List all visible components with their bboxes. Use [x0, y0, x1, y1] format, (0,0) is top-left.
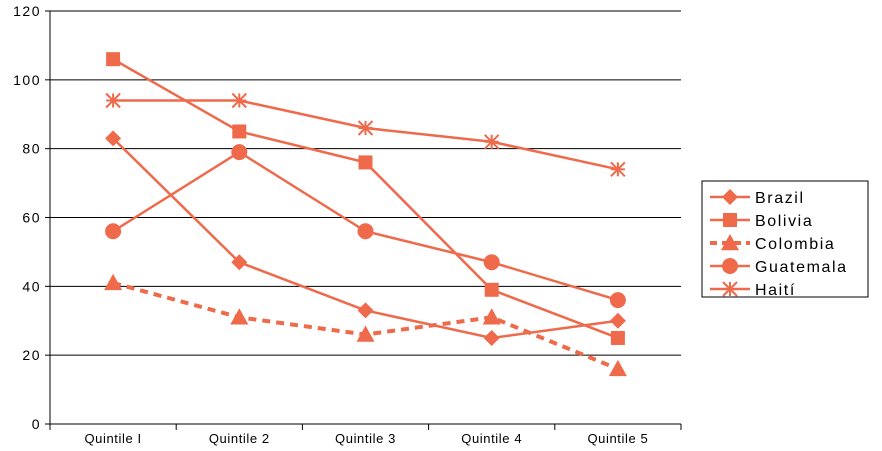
x-tick-labels: Quintile I Quintile 2 Quintile 3 Quintile 4… — [49, 424, 682, 446]
data-point — [230, 308, 249, 325]
x-tick-label: Quintile 3 — [335, 431, 396, 446]
data-point — [483, 134, 500, 150]
y-tick-label: 60 — [22, 210, 41, 226]
x-tick-label: Quintile I — [84, 431, 141, 446]
legend-label: Brazil — [755, 190, 805, 207]
legend-marker — [723, 213, 737, 227]
x-tick-label: Quintile 5 — [587, 431, 648, 446]
data-point — [482, 308, 501, 325]
data-point — [231, 144, 248, 161]
data-point — [609, 292, 626, 309]
data-point — [357, 120, 374, 136]
y-tick-label: 20 — [22, 347, 41, 363]
data-point — [357, 223, 374, 240]
data-point — [610, 330, 625, 345]
data-point — [357, 302, 374, 319]
y-tick-label: 100 — [13, 72, 41, 88]
y-tick-label: 120 — [13, 3, 41, 19]
data-point — [104, 273, 123, 291]
legend-marker — [721, 234, 739, 251]
data-point — [609, 312, 626, 329]
y-tick-label: 80 — [22, 141, 41, 157]
series-colombia — [104, 273, 627, 377]
legend-label: Bolivia — [755, 213, 813, 230]
x-tick-label: Quintile 4 — [461, 431, 522, 446]
y-tick-labels: 0 20 40 60 80 100 120 — [13, 3, 50, 432]
legend-label: Colombia — [755, 236, 835, 253]
legend-marker — [722, 281, 738, 297]
series-guatemala — [105, 144, 626, 309]
series-brazil — [105, 130, 626, 346]
series-hait — [105, 92, 626, 178]
y-tick-label: 0 — [32, 416, 41, 432]
legend-label: Guatemala — [755, 259, 848, 276]
legend-label: Haití — [755, 282, 796, 299]
data-point — [105, 223, 122, 240]
x-tick-label: Quintile 2 — [209, 431, 270, 446]
legend-marker — [722, 258, 738, 274]
grid-lines — [50, 10, 681, 356]
data-point — [105, 130, 122, 147]
series-group — [104, 52, 627, 377]
data-point — [106, 52, 121, 67]
data-point — [356, 325, 375, 342]
series-bolivia — [106, 52, 625, 345]
data-point — [231, 254, 248, 271]
data-point — [610, 161, 626, 178]
legend-marker — [722, 189, 738, 205]
data-point — [232, 124, 247, 139]
data-point — [358, 155, 373, 170]
legend: Brazil Bolivia Colombia Guatemala Haití — [701, 180, 869, 299]
data-point — [484, 282, 499, 297]
data-point — [105, 92, 121, 109]
data-point — [231, 92, 248, 109]
data-point — [483, 254, 500, 271]
y-tick-label: 40 — [22, 278, 41, 294]
data-point — [608, 359, 627, 377]
data-point — [483, 329, 500, 346]
